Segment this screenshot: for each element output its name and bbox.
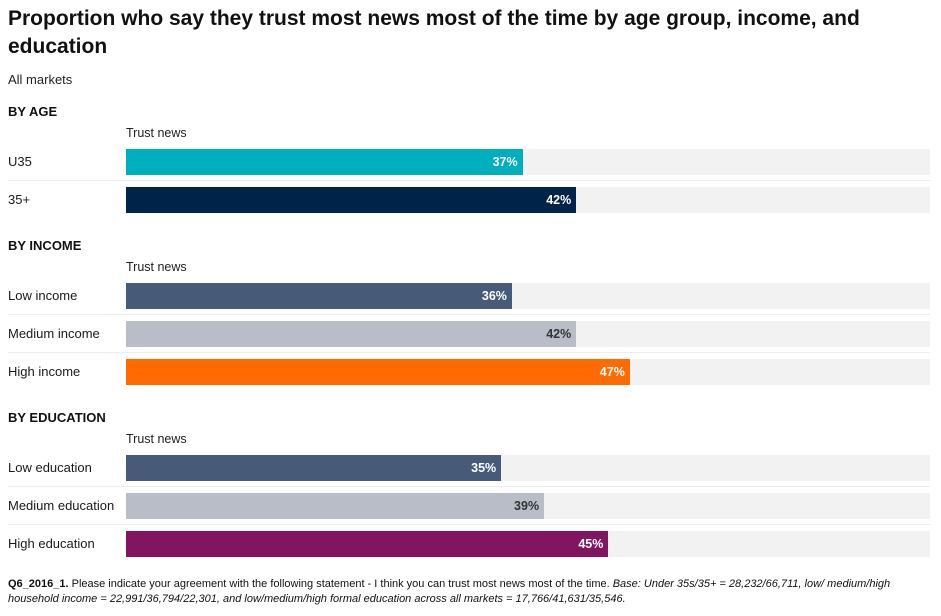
footnote-question-text: Please indicate your agreement with the …: [68, 578, 613, 590]
section-heading: BY AGE: [8, 104, 58, 119]
chart-title: Proportion who say they trust most news …: [8, 7, 860, 58]
bar-value-label: 45%: [578, 537, 604, 551]
bar: [126, 455, 502, 481]
series-label: Trust news: [126, 126, 187, 140]
footnote-base: Base: Under 35s/35+ = 28,232/66,711, low…: [8, 578, 891, 605]
bar: [126, 359, 630, 385]
bar-value-label: 37%: [492, 155, 518, 169]
bar: [126, 283, 512, 309]
bar-value-label: 42%: [546, 193, 572, 207]
bar-row: Low income 36%: [0, 277, 930, 315]
footnote-question-id: Q6_2016_1.: [8, 578, 69, 590]
bar-track: 47%: [126, 359, 930, 385]
category-label: Medium education: [8, 498, 115, 513]
bar-track: 42%: [126, 321, 930, 347]
bar: [126, 321, 577, 347]
series-label: Trust news: [126, 432, 187, 446]
chart-section: BY EDUCATION Trust news Low education 35% Me…: [0, 410, 941, 563]
category-label: 35+: [8, 192, 31, 207]
section-heading: BY INCOME: [8, 238, 82, 253]
row-divider: [8, 314, 930, 315]
bar: [126, 187, 577, 213]
bar-track: 39%: [126, 493, 930, 519]
bar-value-label: 42%: [546, 327, 572, 341]
row-divider: [8, 486, 930, 487]
chart-section: BY AGE Trust news U35 37% 35+ 42%: [0, 104, 941, 219]
bar-value-label: 47%: [599, 365, 625, 379]
chart-subtitle: All markets: [8, 72, 73, 87]
bar: [126, 493, 545, 519]
row-divider: [8, 352, 930, 353]
bar: [126, 531, 609, 557]
bar-row: High education 45%: [0, 525, 930, 563]
bar-row: 35+ 42%: [0, 181, 930, 219]
category-label: Medium income: [8, 326, 100, 341]
bar-track: 37%: [126, 149, 930, 175]
section-heading: BY EDUCATION: [8, 410, 106, 425]
series-label: Trust news: [126, 260, 187, 274]
bar-track: 36%: [126, 283, 930, 309]
bar-row: Medium income 42%: [0, 315, 930, 353]
bar-track: 45%: [126, 531, 930, 557]
footnote: Q6_2016_1. Please indicate your agreemen…: [8, 577, 933, 607]
chart-section: BY INCOME Trust news Low income 36% Medium i…: [0, 238, 941, 391]
category-label: High education: [8, 536, 95, 551]
bar-row: U35 37%: [0, 143, 930, 181]
bar-value-label: 36%: [481, 289, 507, 303]
bar-track: 35%: [126, 455, 930, 481]
bar-row: Medium education 39%: [0, 487, 930, 525]
category-label: High income: [8, 364, 81, 379]
category-label: U35: [8, 154, 32, 169]
row-divider: [8, 524, 930, 525]
bar-row: Low education 35%: [0, 449, 930, 487]
row-divider: [8, 180, 930, 181]
category-label: Low income: [8, 288, 78, 303]
bar-track: 42%: [126, 187, 930, 213]
category-label: Low education: [8, 460, 92, 475]
bar-value-label: 39%: [514, 499, 540, 513]
bar: [126, 149, 523, 175]
bar-value-label: 35%: [471, 461, 497, 475]
bar-row: High income 47%: [0, 353, 930, 391]
